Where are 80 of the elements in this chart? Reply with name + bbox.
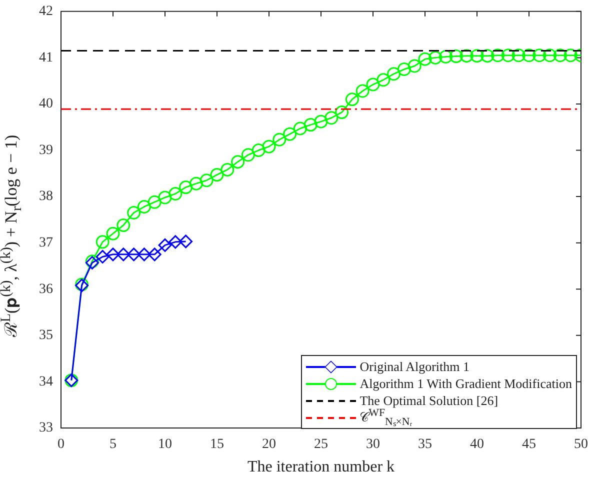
x-tick-label: 35 <box>418 437 432 452</box>
x-tick-label: 50 <box>574 437 588 452</box>
x-tick-label: 5 <box>110 437 116 452</box>
x-tick-label: 10 <box>158 437 172 452</box>
x-tick-label: 25 <box>314 437 328 452</box>
point <box>345 92 359 106</box>
legend-label: Algorithm 1 With Gradient Modification <box>360 376 572 392</box>
y-tick-label: 33 <box>39 420 53 436</box>
legend-label: Original Algorithm 1 <box>360 358 470 374</box>
point <box>272 132 286 146</box>
y-tick-label: 35 <box>39 328 53 344</box>
point <box>532 48 546 62</box>
point <box>356 84 370 98</box>
point <box>116 218 130 232</box>
y-tick-label: 41 <box>39 50 53 66</box>
point <box>210 168 224 182</box>
point <box>116 248 130 262</box>
point <box>397 62 411 76</box>
point <box>501 48 515 62</box>
x-tick-label: 15 <box>210 437 224 452</box>
point <box>564 48 578 62</box>
y-tick-label: 42 <box>39 4 53 20</box>
point <box>200 174 214 188</box>
point <box>231 155 245 169</box>
legend-label: The Optimal Solution [26] <box>360 392 498 408</box>
point <box>491 48 505 62</box>
point <box>480 49 494 63</box>
point <box>168 187 182 201</box>
point <box>148 195 162 209</box>
point <box>220 162 234 176</box>
point <box>148 248 162 262</box>
point <box>470 49 484 63</box>
point <box>324 111 338 125</box>
point <box>252 144 266 158</box>
point <box>460 49 474 63</box>
point <box>96 235 110 249</box>
point <box>512 48 526 62</box>
point <box>158 238 172 252</box>
point <box>304 118 318 132</box>
x-tick-label: 0 <box>58 437 64 452</box>
point <box>127 206 141 220</box>
point <box>418 52 432 66</box>
y-tick-label: 36 <box>39 282 53 297</box>
y-tick-label: 38 <box>39 189 53 204</box>
point <box>314 114 328 128</box>
y-tick-label: 39 <box>39 142 53 158</box>
point <box>179 234 193 248</box>
point <box>522 48 536 62</box>
point <box>428 50 442 64</box>
y-tick-label: 40 <box>39 96 53 112</box>
point <box>137 248 151 262</box>
point <box>293 122 307 136</box>
point <box>387 67 401 81</box>
y-tick-label: 34 <box>39 374 53 390</box>
point <box>335 106 349 120</box>
point <box>158 190 172 204</box>
x-tick-label: 45 <box>522 437 536 452</box>
x-tick-label: 20 <box>262 437 276 452</box>
point <box>543 48 557 62</box>
y-tick-label: 37 <box>39 236 53 251</box>
point <box>179 180 193 194</box>
point <box>439 50 453 64</box>
point <box>106 226 120 240</box>
point <box>283 127 297 141</box>
point <box>189 176 203 190</box>
point <box>137 200 151 214</box>
point <box>96 250 110 264</box>
point <box>553 48 567 62</box>
point <box>106 248 120 262</box>
point <box>449 50 463 64</box>
point <box>127 248 141 262</box>
point <box>262 140 276 154</box>
x-tick-label: 40 <box>470 437 484 452</box>
point <box>408 59 422 73</box>
point <box>376 73 390 87</box>
point <box>241 148 255 162</box>
x-axis-title: The iteration number k <box>247 458 395 476</box>
point <box>168 235 182 249</box>
x-tick-label: 30 <box>366 437 380 452</box>
point <box>366 78 380 92</box>
